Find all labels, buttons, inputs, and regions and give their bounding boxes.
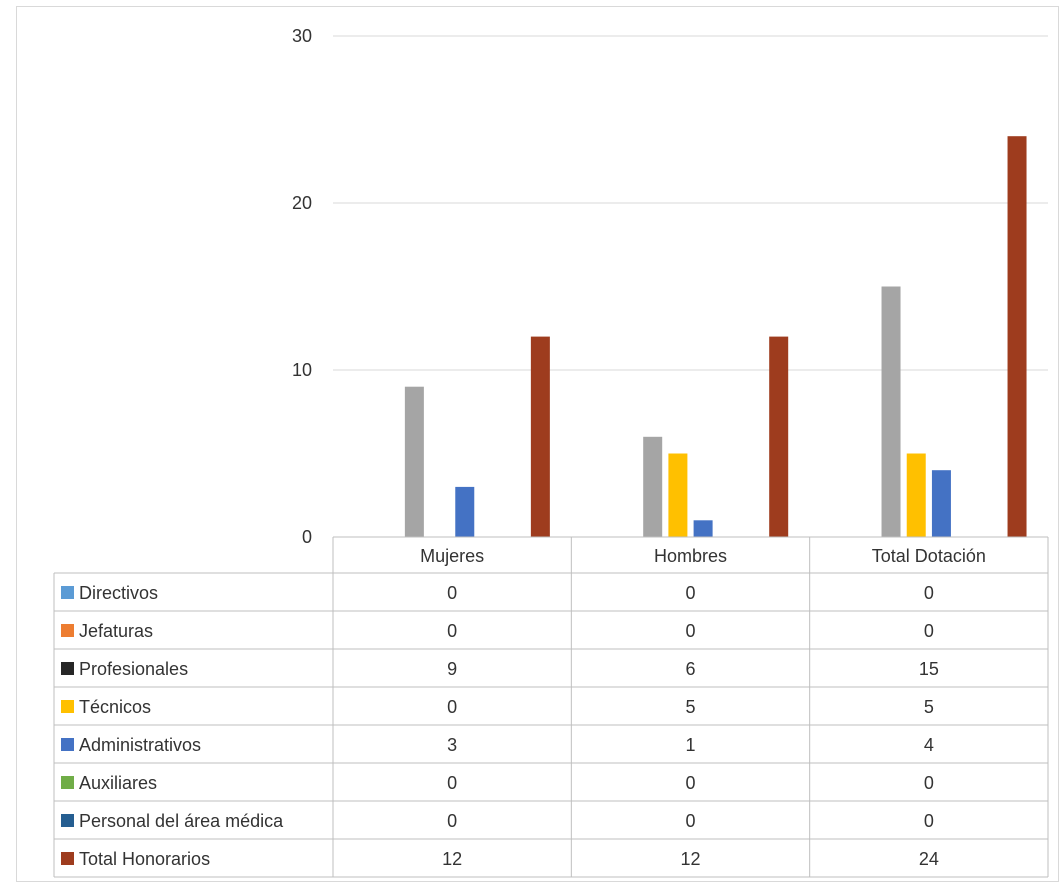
legend-swatch xyxy=(61,852,74,865)
data-label: 0 xyxy=(924,621,934,641)
legend-swatch xyxy=(61,624,74,637)
legend-label: Técnicos xyxy=(79,697,151,717)
bar xyxy=(931,470,951,537)
data-label: 0 xyxy=(685,811,695,831)
data-label: 0 xyxy=(685,773,695,793)
bars xyxy=(404,136,1027,537)
data-label: 24 xyxy=(919,849,939,869)
data-label: 3 xyxy=(447,735,457,755)
y-axis-ticks: 0 10 20 30 xyxy=(292,26,312,547)
data-label: 12 xyxy=(442,849,462,869)
legend-swatch xyxy=(61,814,74,827)
bar xyxy=(404,386,424,537)
data-label: 1 xyxy=(685,735,695,755)
bar xyxy=(906,453,926,537)
data-label: 9 xyxy=(447,659,457,679)
y-tick-label: 10 xyxy=(292,360,312,380)
gridlines xyxy=(333,35,1048,371)
data-label: 6 xyxy=(685,659,695,679)
legend-swatch xyxy=(61,738,74,751)
bar xyxy=(668,453,688,537)
category-label: Total Dotación xyxy=(872,546,986,566)
bar xyxy=(455,486,475,537)
data-label: 0 xyxy=(447,697,457,717)
data-label: 5 xyxy=(924,697,934,717)
legend-label: Total Honorarios xyxy=(79,849,210,869)
category-label: Mujeres xyxy=(420,546,484,566)
category-label: Hombres xyxy=(654,546,727,566)
data-label: 0 xyxy=(447,773,457,793)
bar xyxy=(769,336,789,537)
bar xyxy=(643,436,663,537)
data-label: 0 xyxy=(447,811,457,831)
data-label: 0 xyxy=(924,811,934,831)
data-label: 4 xyxy=(924,735,934,755)
data-label: 0 xyxy=(685,621,695,641)
legend-label: Auxiliares xyxy=(79,773,157,793)
legend-label: Profesionales xyxy=(79,659,188,679)
data-label: 0 xyxy=(685,583,695,603)
data-label: 15 xyxy=(919,659,939,679)
data-label: 5 xyxy=(685,697,695,717)
chart-frame xyxy=(16,6,1059,882)
y-tick-label: 0 xyxy=(302,527,312,547)
data-table: Mujeres Hombres Total Dotación Directivos 0 0… xyxy=(53,536,1049,878)
data-label: 0 xyxy=(447,583,457,603)
data-label: 12 xyxy=(680,849,700,869)
legend-swatch xyxy=(61,700,74,713)
data-label: 0 xyxy=(447,621,457,641)
y-tick-label: 30 xyxy=(292,26,312,46)
data-label: 0 xyxy=(924,773,934,793)
bar xyxy=(881,286,901,537)
bar xyxy=(693,520,713,537)
bar xyxy=(1007,136,1027,537)
legend-label: Administrativos xyxy=(79,735,201,755)
y-tick-label: 20 xyxy=(292,193,312,213)
data-label: 0 xyxy=(924,583,934,603)
legend-swatch xyxy=(61,776,74,789)
bar xyxy=(530,336,550,537)
legend-label: Jefaturas xyxy=(79,621,153,641)
legend-label: Personal del área médica xyxy=(79,811,284,831)
legend-swatch xyxy=(61,586,74,599)
legend-swatch xyxy=(61,662,74,675)
legend-label: Directivos xyxy=(79,583,158,603)
